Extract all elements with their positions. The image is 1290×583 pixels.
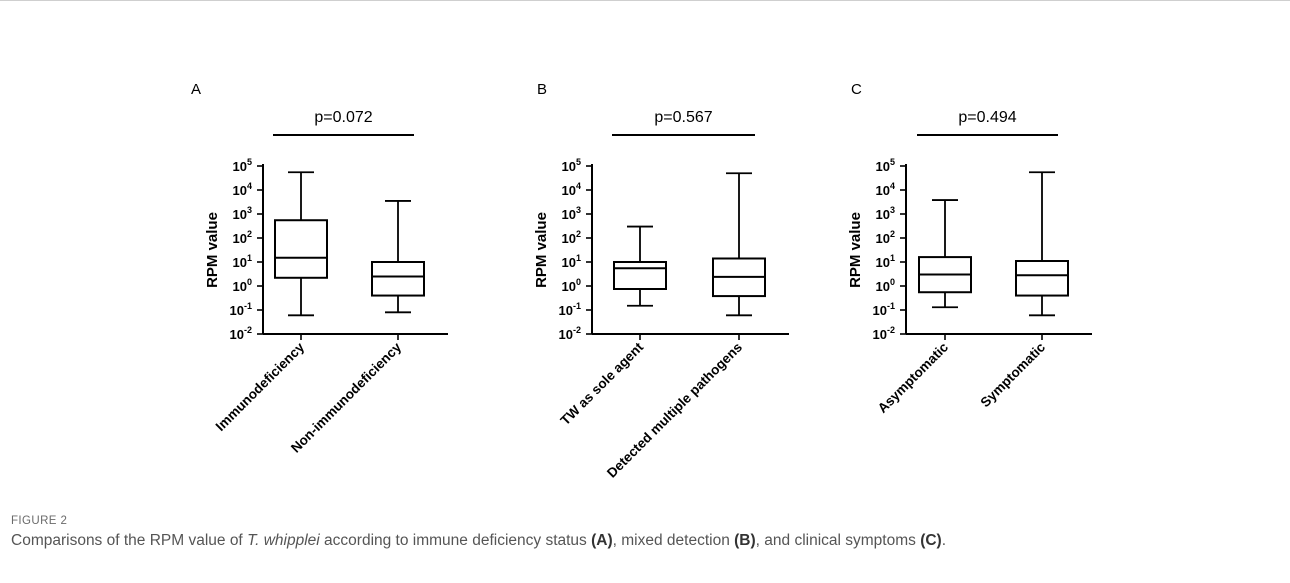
p-value-label: p=0.567: [654, 109, 712, 126]
chart-c: C 10-2 10-1 100 101 102 103 104 105 RPM value Asym…: [847, 81, 1092, 416]
y-tick-label: 10-1: [230, 301, 252, 318]
caption-species: T. whipplei: [247, 532, 320, 549]
panel-a: A 10-2 10-1 100 101 102 103 104 105 RPM value Immu…: [0, 1, 448, 491]
figure-caption: Comparisons of the RPM value of T. whipp…: [11, 532, 946, 550]
x-category-label: Symptomatic: [978, 339, 1049, 410]
box-iqr: [1015, 260, 1069, 297]
y-tick-label: 105: [562, 157, 581, 174]
y-tick-label: 102: [876, 229, 895, 246]
y-tick-label: 10-2: [873, 325, 895, 342]
y-tick-label: 100: [233, 277, 252, 294]
y-tick-label: 101: [876, 253, 895, 270]
box-iqr: [613, 261, 667, 290]
y-tick-label: 101: [562, 253, 581, 270]
y-tick-label: 103: [562, 205, 581, 222]
y-axis-title: RPM value: [533, 212, 550, 288]
y-tick-label: 10-2: [559, 325, 581, 342]
y-tick-label: 10-1: [873, 301, 895, 318]
caption-text-2: according to immune deficiency status: [319, 532, 592, 549]
y-tick-label: 105: [876, 157, 895, 174]
y-tick-label: 104: [233, 181, 252, 198]
x-category-label: Asymptomatic: [875, 339, 952, 416]
p-value-label: p=0.494: [958, 109, 1016, 126]
caption-text-1: Comparisons of the RPM value of: [11, 532, 248, 549]
p-value-label: p=0.072: [314, 109, 372, 126]
panel-label: B: [537, 81, 547, 98]
panel-c: C 10-2 10-1 100 101 102 103 104 105 RPM value Asym…: [0, 1, 1092, 491]
x-category-label: TW as sole agent: [558, 339, 647, 428]
y-tick-label: 103: [876, 205, 895, 222]
y-axis-title: RPM value: [847, 212, 864, 288]
panel-label: C: [851, 81, 862, 98]
y-tick-label: 10-2: [230, 325, 252, 342]
caption-text-3: , mixed detection: [612, 532, 735, 549]
caption-ref-a: (A): [591, 532, 613, 549]
y-tick-label: 104: [562, 181, 581, 198]
y-tick-label: 102: [562, 229, 581, 246]
y-tick-label: 105: [233, 157, 252, 174]
panel-label: A: [191, 81, 201, 98]
box-iqr: [274, 219, 328, 279]
y-tick-label: 104: [876, 181, 895, 198]
caption-ref-b: (B): [734, 532, 756, 549]
y-tick-label: 103: [233, 205, 252, 222]
y-tick-label: 100: [562, 277, 581, 294]
y-axis-title: RPM value: [204, 212, 221, 288]
y-tick-label: 102: [233, 229, 252, 246]
box-iqr: [371, 261, 425, 297]
caption-text-5: .: [941, 532, 947, 549]
caption-text-4: , and clinical symptoms: [755, 532, 921, 549]
y-tick-label: 100: [876, 277, 895, 294]
figure-label: FIGURE 2: [11, 515, 68, 527]
y-tick-label: 101: [233, 253, 252, 270]
y-tick-label: 10-1: [559, 301, 581, 318]
caption-ref-c: (C): [920, 532, 942, 549]
